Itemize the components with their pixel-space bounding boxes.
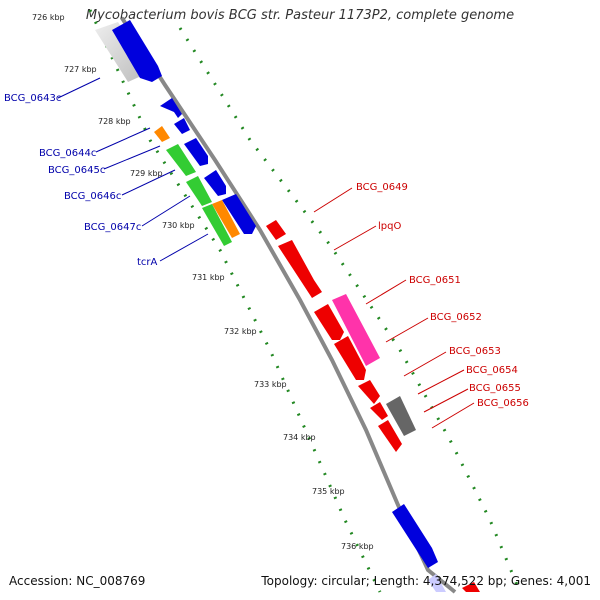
gene-label[interactable]: BCG_0646c [64, 191, 121, 202]
map-title: Mycobacterium bovis BCG str. Pasteur 117… [85, 8, 515, 23]
kbp-tick: 733 kbp [254, 380, 287, 389]
gene-blue-lower[interactable] [392, 504, 438, 568]
gene-lpqO[interactable] [278, 240, 322, 298]
gene-0651[interactable] [314, 304, 344, 340]
gene-label[interactable]: BCG_0651 [409, 275, 461, 286]
gene-label[interactable]: BCG_0644c [39, 148, 96, 159]
gene-label[interactable]: BCG_0655 [469, 383, 521, 394]
gene-0656-red[interactable] [378, 420, 402, 452]
right-leaders [313, 187, 475, 429]
gene-green-1[interactable] [166, 144, 196, 176]
kbp-tick: 732 kbp [224, 327, 257, 336]
gene-tcrA[interactable] [202, 204, 232, 246]
gene-0652[interactable] [332, 294, 380, 366]
kbp-tick: 727 kbp [64, 65, 97, 74]
kbp-tick: 728 kbp [98, 117, 131, 126]
gene-label[interactable]: BCG_0645c [48, 165, 105, 176]
right-gene-labels: BCG_0649 lpqO BCG_0651 BCG_0652 BCG_0653… [356, 182, 529, 409]
gene-0654[interactable] [358, 380, 380, 404]
gene-orange-2[interactable] [212, 200, 240, 238]
left-gene-labels: BCG_0643c BCG_0644c BCG_0645c BCG_0646c … [4, 93, 158, 268]
gene-label[interactable]: BCG_0649 [356, 182, 408, 193]
reverse-genes [95, 20, 446, 592]
gene-label[interactable]: tcrA [137, 257, 158, 268]
kbp-ticks: 726 kbp 727 kbp 728 kbp 729 kbp 730 kbp … [32, 13, 374, 551]
kbp-tick: 736 kbp [341, 542, 374, 551]
accession-text: Accession: NC_008769 [9, 574, 146, 588]
kbp-tick: 731 kbp [192, 273, 225, 282]
kbp-tick: 729 kbp [130, 169, 163, 178]
gene-0655[interactable] [370, 402, 388, 420]
kbp-tick: 734 kbp [283, 433, 316, 442]
gene-label[interactable]: BCG_0653 [449, 346, 501, 357]
gene-0646c[interactable] [204, 170, 226, 196]
gene-0644c[interactable] [160, 98, 182, 118]
kbp-tick: 735 kbp [312, 487, 345, 496]
gene-0644c-b[interactable] [174, 118, 190, 134]
gene-red-lower[interactable] [462, 582, 480, 592]
gene-0653[interactable] [334, 336, 366, 380]
gene-label[interactable]: BCG_0647c [84, 222, 141, 233]
gene-0645c[interactable] [184, 138, 208, 166]
gene-green-2[interactable] [186, 176, 212, 206]
gene-label[interactable]: BCG_0652 [430, 312, 482, 323]
kbp-tick: 730 kbp [162, 221, 195, 230]
left-leaders [57, 77, 209, 262]
gene-orange-1[interactable] [154, 126, 170, 142]
gene-0647c[interactable] [222, 194, 256, 234]
gene-label[interactable]: BCG_0654 [466, 365, 518, 376]
gene-0643c[interactable] [112, 20, 162, 82]
gene-label[interactable]: BCG_0656 [477, 398, 529, 409]
kbp-tick: 726 kbp [32, 13, 65, 22]
gene-label[interactable]: BCG_0643c [4, 93, 61, 104]
forward-genes [266, 220, 480, 592]
gene-lavender [428, 574, 446, 592]
gene-0649[interactable] [266, 220, 286, 240]
topology-summary: Topology: circular; Length: 4,374,522 bp… [261, 574, 591, 588]
gene-0656[interactable] [386, 396, 416, 436]
gene-label[interactable]: lpqO [378, 221, 401, 232]
gc-track-outer [178, 27, 522, 593]
gc-track-inner [88, 9, 382, 593]
